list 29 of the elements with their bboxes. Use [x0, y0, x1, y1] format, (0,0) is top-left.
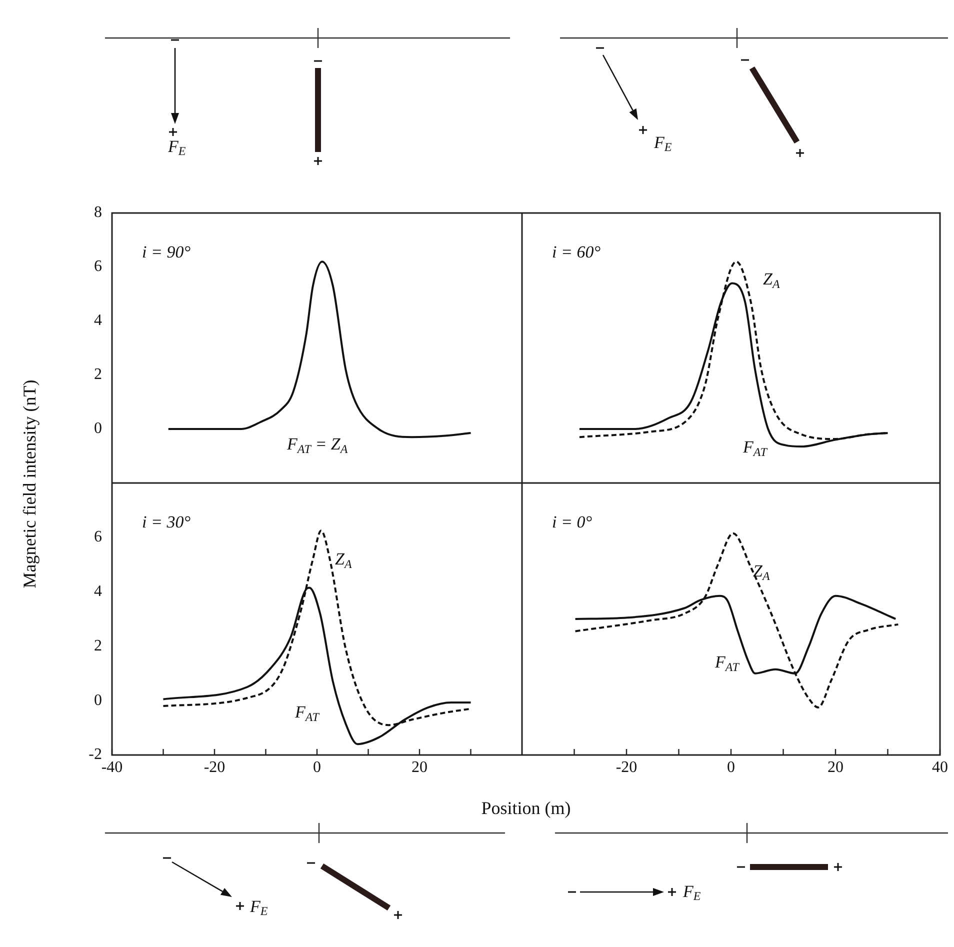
y-tick-label: 4 [94, 583, 102, 600]
y-axis-title: Magnetic field intensity (nT) [20, 380, 40, 588]
x-tick-label: -40 [101, 758, 123, 776]
y-tick-label: 0 [94, 692, 102, 709]
y-tick-label: 4 [94, 312, 102, 330]
y-tick-label: -2 [88, 746, 102, 764]
text: F$_{E}$ [167, 137, 186, 158]
y-tick-label: 8 [94, 204, 102, 222]
y-tick-label: 6 [94, 258, 102, 276]
annotation: i = 0° [552, 512, 592, 532]
text: F$_{E}$ [682, 882, 702, 903]
x-axis-title: Position (m) [481, 798, 571, 819]
annotation: i = 90° [142, 242, 191, 262]
line-series [167, 260, 472, 438]
x-tick-label: 20 [412, 758, 428, 776]
x-tick-label: -20 [204, 758, 226, 776]
y-tick-label: 2 [94, 637, 102, 654]
y-tick-label: 0 [94, 420, 102, 438]
x-tick-label: -20 [616, 758, 638, 776]
y-tick-label: 2 [94, 366, 102, 384]
x-tick-label: 20 [828, 758, 844, 776]
x-tick-label: 0 [727, 758, 735, 776]
x-tick-label: 0 [313, 758, 321, 776]
y-tick-label: 6 [94, 528, 102, 546]
x-tick-label: 40 [932, 758, 948, 776]
annotation: i = 60° [552, 242, 601, 262]
text: F$_{E}$ [249, 897, 268, 918]
annotation: i = 30° [142, 512, 191, 532]
text: F$_{E}$ [653, 133, 672, 154]
